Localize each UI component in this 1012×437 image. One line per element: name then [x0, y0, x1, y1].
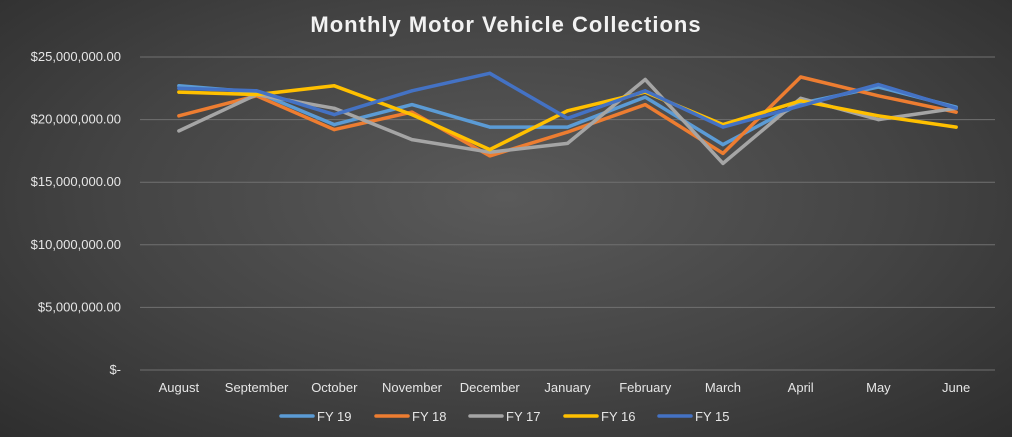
x-tick-label: November [382, 380, 443, 395]
y-tick-label: $5,000,000.00 [38, 299, 121, 314]
legend-item: FY 18 [374, 409, 446, 424]
data-point [410, 89, 414, 93]
data-point [565, 116, 570, 120]
series-line-fy-17 [177, 77, 958, 166]
data-point [721, 125, 725, 129]
x-tick-label: October [311, 380, 358, 395]
data-point [876, 82, 881, 87]
data-point [177, 90, 181, 94]
chart-title: Monthly Motor Vehicle Collections [310, 12, 701, 37]
data-point [954, 125, 958, 129]
y-tick-label: $15,000,000.00 [31, 174, 121, 189]
data-point [565, 125, 570, 129]
x-tick-label: February [619, 380, 672, 395]
data-point [721, 151, 725, 155]
data-point [332, 123, 336, 127]
data-point [488, 148, 492, 152]
data-point [177, 86, 181, 90]
data-point [177, 114, 181, 118]
x-tick-label: May [866, 380, 891, 395]
legend-label: FY 18 [412, 409, 446, 424]
data-point [643, 103, 647, 107]
data-point [876, 118, 881, 122]
data-point [332, 128, 336, 132]
data-point [799, 75, 803, 79]
data-point [332, 113, 336, 117]
data-point [721, 161, 725, 165]
data-point [565, 141, 570, 145]
x-axis-ticks: August September October November December Ja… [159, 380, 971, 395]
legend-item: FY 19 [279, 409, 351, 424]
data-point [954, 106, 958, 110]
x-tick-label: August [159, 380, 200, 395]
x-tick-label: September [225, 380, 289, 395]
data-point [255, 93, 259, 97]
legend-item: FY 15 [657, 409, 729, 424]
y-axis-ticks: $- $5,000,000.00 $10,000,000.00 $15,000,000… [31, 49, 121, 377]
data-point [410, 113, 414, 117]
data-point [643, 95, 647, 99]
data-point [799, 99, 803, 103]
x-tick-label: June [942, 380, 970, 395]
data-point [643, 77, 647, 82]
data-point [255, 89, 259, 93]
legend-label: FY 16 [601, 409, 635, 424]
y-tick-label: $- [109, 362, 121, 377]
data-point [721, 143, 725, 147]
data-point [565, 109, 570, 113]
y-tick-label: $10,000,000.00 [31, 237, 121, 252]
data-point [488, 125, 492, 129]
data-point [488, 150, 492, 154]
x-tick-label: January [544, 380, 591, 395]
data-point [799, 104, 803, 108]
x-tick-label: March [705, 380, 741, 395]
data-point [332, 84, 336, 88]
x-tick-label: December [460, 380, 521, 395]
series-layer [177, 71, 958, 166]
data-point [954, 110, 958, 114]
data-point [410, 138, 414, 142]
data-point [488, 71, 492, 75]
y-tick-label: $20,000,000.00 [31, 112, 121, 127]
y-tick-label: $25,000,000.00 [31, 49, 121, 64]
data-point [643, 89, 647, 93]
grid-layer [140, 56, 995, 371]
legend-label: FY 17 [506, 409, 540, 424]
legend: FY 19 FY 18 FY 17 FY 16 FY 15 [279, 409, 729, 424]
legend-label: FY 19 [317, 409, 351, 424]
data-point [799, 96, 803, 100]
legend-label: FY 15 [695, 409, 729, 424]
data-point [488, 154, 492, 158]
data-point [332, 106, 336, 110]
legend-item: FY 17 [468, 409, 540, 424]
data-point [565, 130, 570, 134]
data-point [876, 114, 881, 118]
legend-item: FY 16 [563, 409, 635, 424]
data-point [177, 129, 181, 133]
data-point [876, 94, 881, 98]
x-tick-label: April [788, 380, 814, 395]
data-point [410, 103, 414, 107]
